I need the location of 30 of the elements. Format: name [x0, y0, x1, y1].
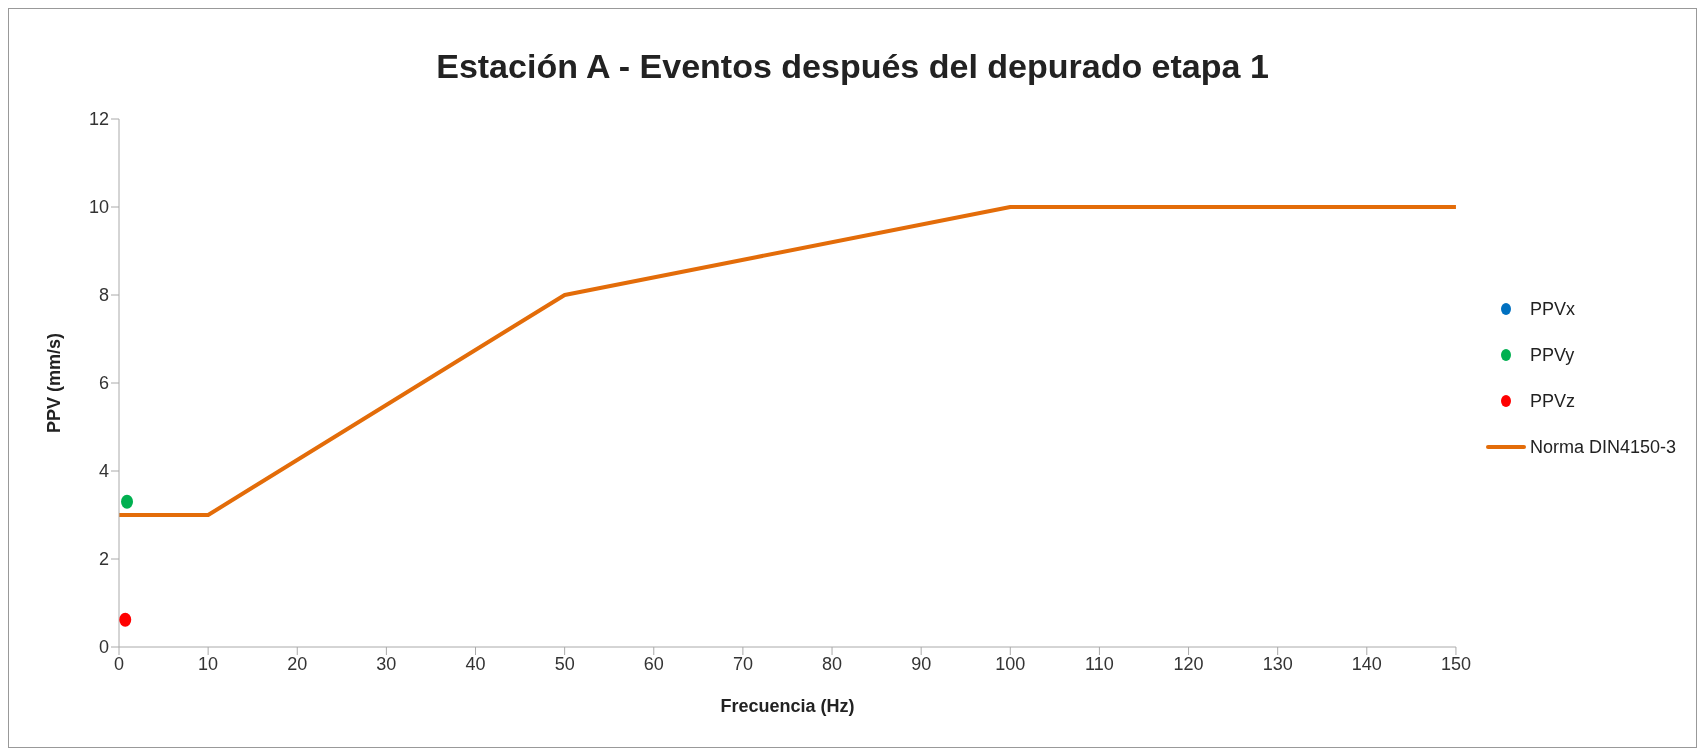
- x-tick-label: 100: [995, 653, 1026, 674]
- x-tick-label: 70: [732, 653, 753, 674]
- x-tick-label: 60: [643, 653, 664, 674]
- y-tick-label: 8: [98, 285, 109, 306]
- x-tick-label: 80: [822, 653, 843, 674]
- y-tick-label: 12: [88, 109, 109, 130]
- x-tick-label: 90: [911, 653, 932, 674]
- x-tick-label: 110: [1085, 653, 1114, 674]
- x-tick-label: 40: [465, 653, 486, 674]
- x-tick-label: 10: [198, 653, 219, 674]
- x-tick-label: 50: [554, 653, 575, 674]
- x-tick-label: 140: [1351, 653, 1382, 674]
- y-tick-label: 6: [98, 373, 109, 394]
- y-axis-title: PPV (mm/s): [44, 332, 65, 434]
- x-tick-label: 30: [376, 653, 397, 674]
- y-tick-label: 2: [98, 549, 109, 570]
- x-tick-label: 150: [1440, 653, 1471, 674]
- legend-label: PPVx: [1529, 298, 1575, 320]
- x-axis-title: Frecuencia (Hz): [720, 696, 855, 716]
- chart-title: Estación A - Eventos después del depurado etapa 1: [435, 47, 1270, 86]
- legend-label: PPVz: [1529, 390, 1575, 412]
- x-tick-label: 130: [1262, 653, 1293, 674]
- y-tick-label: 4: [98, 461, 109, 482]
- x-tick-label: 0: [113, 653, 125, 674]
- legend-label: Norma DIN4150-3: [1529, 436, 1676, 458]
- y-tick-label: 0: [98, 637, 109, 658]
- x-tick-label: 20: [287, 653, 308, 674]
- x-tick-label: 120: [1173, 653, 1204, 674]
- y-tick-label: 10: [88, 197, 109, 218]
- legend-label: PPVy: [1529, 344, 1575, 366]
